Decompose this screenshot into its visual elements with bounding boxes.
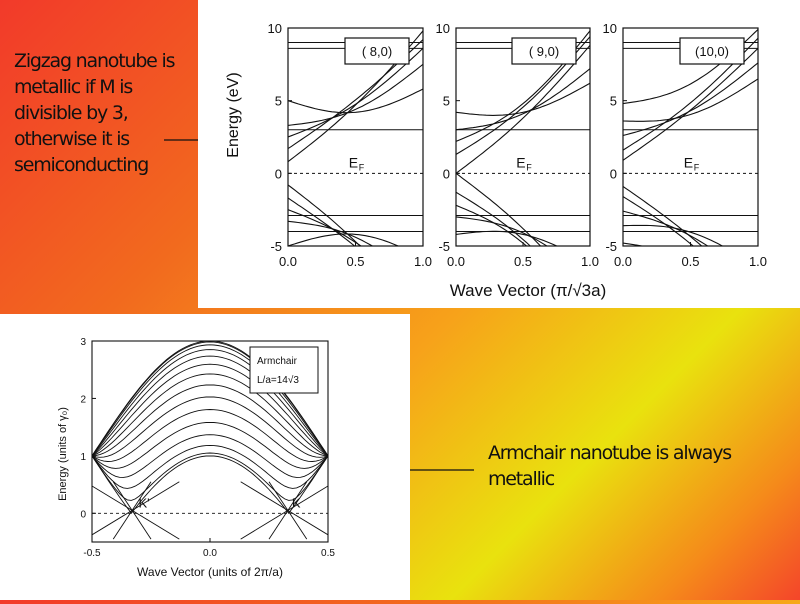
- armchair-xtick-label: 0.0: [203, 548, 217, 559]
- zigzag-ytick-label: 5: [275, 94, 282, 109]
- zigzag-dispersive-band: [456, 172, 542, 246]
- zigzag-dispersive-band: [623, 185, 703, 246]
- armchair-band: [92, 341, 328, 457]
- armchair-band: [92, 452, 328, 501]
- armchair-ytick-label: 3: [80, 337, 86, 348]
- armchair-band: [92, 349, 328, 457]
- armchair-ylabel: Energy (units of γ₀): [57, 407, 69, 501]
- armchair-band-chart: Energy (units of γ₀) Wave Vector (units …: [57, 337, 335, 579]
- fermi-level-subscript: F: [359, 162, 365, 172]
- zigzag-dispersive-band: [288, 88, 423, 114]
- k-label: K: [292, 495, 301, 510]
- zigzag-ytick-label: -5: [270, 239, 282, 254]
- fermi-level-subscript: F: [526, 162, 532, 172]
- zigzag-ytick-label: 10: [603, 21, 617, 36]
- zigzag-dispersive-band: [456, 82, 590, 116]
- zigzag-xtick-label: 0.0: [614, 254, 632, 269]
- armchair-band: [92, 434, 328, 478]
- armchair-band-lines: [92, 341, 328, 540]
- zigzag-xtick-label: 0.0: [279, 254, 297, 269]
- zigzag-xtick-label: 1.0: [749, 254, 767, 269]
- zigzag-band-chart: Energy (eV) Wave Vector (π/√3a) ( 8,0)E F…: [225, 21, 768, 300]
- zigzag-dispersive-band: [288, 63, 423, 126]
- armchair-band: [92, 455, 328, 515]
- zigzag-chirality-label: (10,0): [695, 44, 729, 59]
- zigzag-subplot: ( 8,0) E F 0.0 0.5 1.0 10 5 0 -5: [268, 21, 433, 269]
- armchair-crossing-band: [268, 481, 308, 540]
- armchair-band: [92, 355, 328, 457]
- zigzag-chirality-box: [344, 37, 410, 65]
- armchair-band: [92, 363, 328, 457]
- zigzag-dispersive-band: [623, 224, 724, 246]
- zigzag-dispersive-band: [288, 47, 423, 138]
- armchair-ytick-label: 2: [80, 394, 86, 405]
- zigzag-dispersive-band: [623, 210, 709, 246]
- armchair-band: [92, 421, 328, 469]
- zigzag-xtick-label: 0.5: [514, 254, 532, 269]
- zigzag-dispersive-band: [456, 230, 559, 246]
- zigzag-dispersive-band: [456, 68, 590, 131]
- zigzag-dispersive-band: [623, 47, 758, 161]
- armchair-xtick-label: 0.5: [321, 548, 335, 559]
- zigzag-dispersive-band: [288, 220, 374, 246]
- zigzag-ytick-label: 0: [610, 166, 617, 181]
- zigzag-ytick-label: 0: [443, 166, 450, 181]
- zigzag-dispersive-band: [623, 242, 645, 246]
- zigzag-xtick-label: 1.0: [581, 254, 599, 269]
- armchair-band: [92, 344, 328, 457]
- zigzag-dispersive-band: [456, 45, 590, 174]
- armchair-band: [92, 444, 328, 489]
- zigzag-ytick-label: 5: [610, 94, 617, 109]
- armchair-ytick-label: 1: [80, 452, 86, 463]
- fermi-level-label: E: [349, 154, 358, 170]
- armchair-band: [92, 373, 328, 457]
- zigzag-chirality-label: ( 8,0): [362, 44, 392, 59]
- zigzag-chirality-box: [679, 37, 745, 65]
- armchair-subplot: Armchair L/a=14√3 K' K -0.5 0.0 0.5 3 2 1 0: [80, 337, 335, 559]
- zigzag-dispersive-band: [456, 191, 532, 246]
- zigzag-dispersive-band: [288, 233, 400, 246]
- zigzag-dispersive-band: [456, 216, 548, 246]
- fermi-level-label: E: [684, 154, 693, 170]
- zigzag-figure: Energy (eV) Wave Vector (π/√3a) ( 8,0) E F…: [198, 0, 800, 308]
- zigzag-xtick-label: 1.0: [414, 254, 432, 269]
- armchair-xtick-label: -0.5: [83, 548, 101, 559]
- armchair-legend-sub: L/a=14√3: [257, 374, 299, 386]
- zigzag-xtick-label: 0.0: [447, 254, 465, 269]
- zigzag-subplot: ( 9,0) E F 0.0 0.5 1.0 10 5 0 -5: [436, 21, 600, 269]
- zigzag-xtick-label: 0.5: [681, 254, 699, 269]
- zigzag-ylabel: Energy (eV): [225, 72, 242, 157]
- zigzag-chirality-box: [511, 37, 577, 65]
- zigzag-ytick-label: 0: [275, 166, 282, 181]
- zigzag-dispersive-band: [288, 184, 361, 246]
- zigzag-chirality-label: ( 9,0): [529, 44, 559, 59]
- zigzag-ytick-label: 5: [443, 94, 450, 109]
- zigzag-ytick-label: 10: [268, 21, 282, 36]
- zigzag-caption: Zigzag nanotube is metallic if M is divi…: [14, 50, 175, 176]
- fermi-level-label: E: [516, 154, 525, 170]
- armchair-figure: Energy (units of γ₀) Wave Vector (units …: [0, 314, 410, 600]
- armchair-band: [92, 396, 328, 458]
- armchair-xlabel: Wave Vector (units of 2π/a): [137, 565, 283, 579]
- zigzag-xtick-label: 0.5: [346, 254, 364, 269]
- armchair-band: [92, 384, 328, 457]
- zigzag-xlabel: Wave Vector (π/√3a): [450, 281, 606, 300]
- k-prime-label: K': [138, 495, 149, 510]
- zigzag-subplot: (10,0) E F 0.0 0.5 1.0 10 5 0 -5: [603, 21, 768, 269]
- zigzag-ytick-label: 10: [436, 21, 450, 36]
- armchair-legend-box: [249, 346, 319, 394]
- fermi-level-subscript: F: [694, 162, 700, 172]
- armchair-ytick-label: 0: [80, 509, 86, 520]
- armchair-legend-title: Armchair: [257, 356, 298, 367]
- zigzag-dispersive-band: [288, 197, 356, 246]
- armchair-crossing-band: [112, 481, 152, 540]
- zigzag-ytick-label: -5: [438, 239, 450, 254]
- armchair-caption: Armchair nanotube is always metallic: [488, 442, 732, 490]
- zigzag-dispersive-band: [623, 62, 758, 137]
- zigzag-dispersive-band: [623, 78, 758, 122]
- armchair-band: [92, 409, 328, 462]
- zigzag-ytick-label: -5: [605, 239, 617, 254]
- armchair-band: [92, 341, 328, 457]
